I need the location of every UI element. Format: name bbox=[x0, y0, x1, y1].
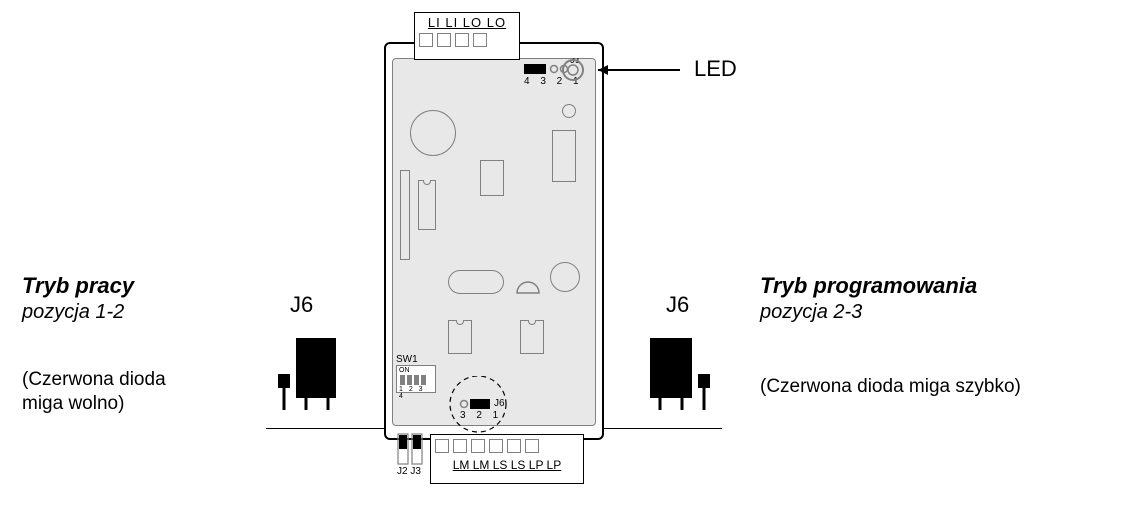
comp-strip bbox=[400, 170, 410, 260]
ground-line-right bbox=[604, 428, 722, 429]
left-jumper-icon: 3 2 1 bbox=[266, 320, 336, 410]
sw1-block: SW1 ON 1 2 3 4 bbox=[396, 354, 436, 393]
comp-ic1 bbox=[418, 180, 436, 230]
right-jumper-label: J6 bbox=[666, 292, 689, 318]
left-mode-block: Tryb pracy pozycja 1-2 bbox=[22, 272, 134, 325]
top-connector-labels: LI LI LO LO bbox=[415, 13, 519, 30]
sw1-label: SW1 bbox=[396, 354, 436, 365]
bottom-connector-screws bbox=[431, 435, 583, 456]
j6-small-pins: 3 2 1 bbox=[460, 410, 502, 421]
j2-j3-block: J2 J3 bbox=[396, 432, 432, 488]
comp-cap-large bbox=[410, 110, 456, 156]
right-jumper-icon: 3 2 1 bbox=[642, 320, 712, 410]
comp-small-circle bbox=[562, 104, 576, 118]
sw1-on: ON bbox=[399, 367, 433, 374]
comp-halfcircle bbox=[516, 270, 540, 294]
j6-small-label: J6 bbox=[494, 398, 505, 409]
right-title: Tryb programowania bbox=[760, 272, 977, 300]
comp-ic3 bbox=[520, 320, 544, 354]
left-note-block: (Czerwona dioda miga wolno) bbox=[22, 368, 166, 416]
led-circle bbox=[560, 58, 586, 84]
comp-rect1 bbox=[480, 160, 504, 196]
left-jumper-label: J6 bbox=[290, 292, 313, 318]
comp-oblong bbox=[448, 270, 504, 294]
j6-onboard-highlight: J6 3 2 1 bbox=[448, 376, 514, 436]
bottom-connector-labels: LM LM LS LS LP LP bbox=[431, 456, 583, 472]
comp-ic2 bbox=[448, 320, 472, 354]
comp-rect2 bbox=[552, 130, 576, 182]
sw1-pins: 1 2 3 4 bbox=[399, 386, 433, 400]
left-title: Tryb pracy bbox=[22, 272, 134, 300]
right-position: pozycja 2-3 bbox=[760, 300, 977, 325]
led-arrow bbox=[590, 60, 690, 80]
j2j3-label: J2 J3 bbox=[397, 466, 421, 477]
right-note: (Czerwona dioda miga szybko) bbox=[760, 376, 1021, 398]
top-connector: LI LI LO LO bbox=[414, 12, 520, 60]
ground-line bbox=[266, 428, 384, 429]
comp-circle2 bbox=[550, 262, 580, 292]
top-connector-screws bbox=[415, 30, 519, 50]
left-note-1: (Czerwona dioda bbox=[22, 368, 166, 392]
led-label: LED bbox=[694, 56, 737, 82]
left-note-2: miga wolno) bbox=[22, 392, 166, 416]
bottom-connector: LM LM LS LS LP LP bbox=[430, 434, 584, 484]
left-position: pozycja 1-2 bbox=[22, 300, 134, 325]
right-mode-block: Tryb programowania pozycja 2-3 bbox=[760, 272, 977, 325]
